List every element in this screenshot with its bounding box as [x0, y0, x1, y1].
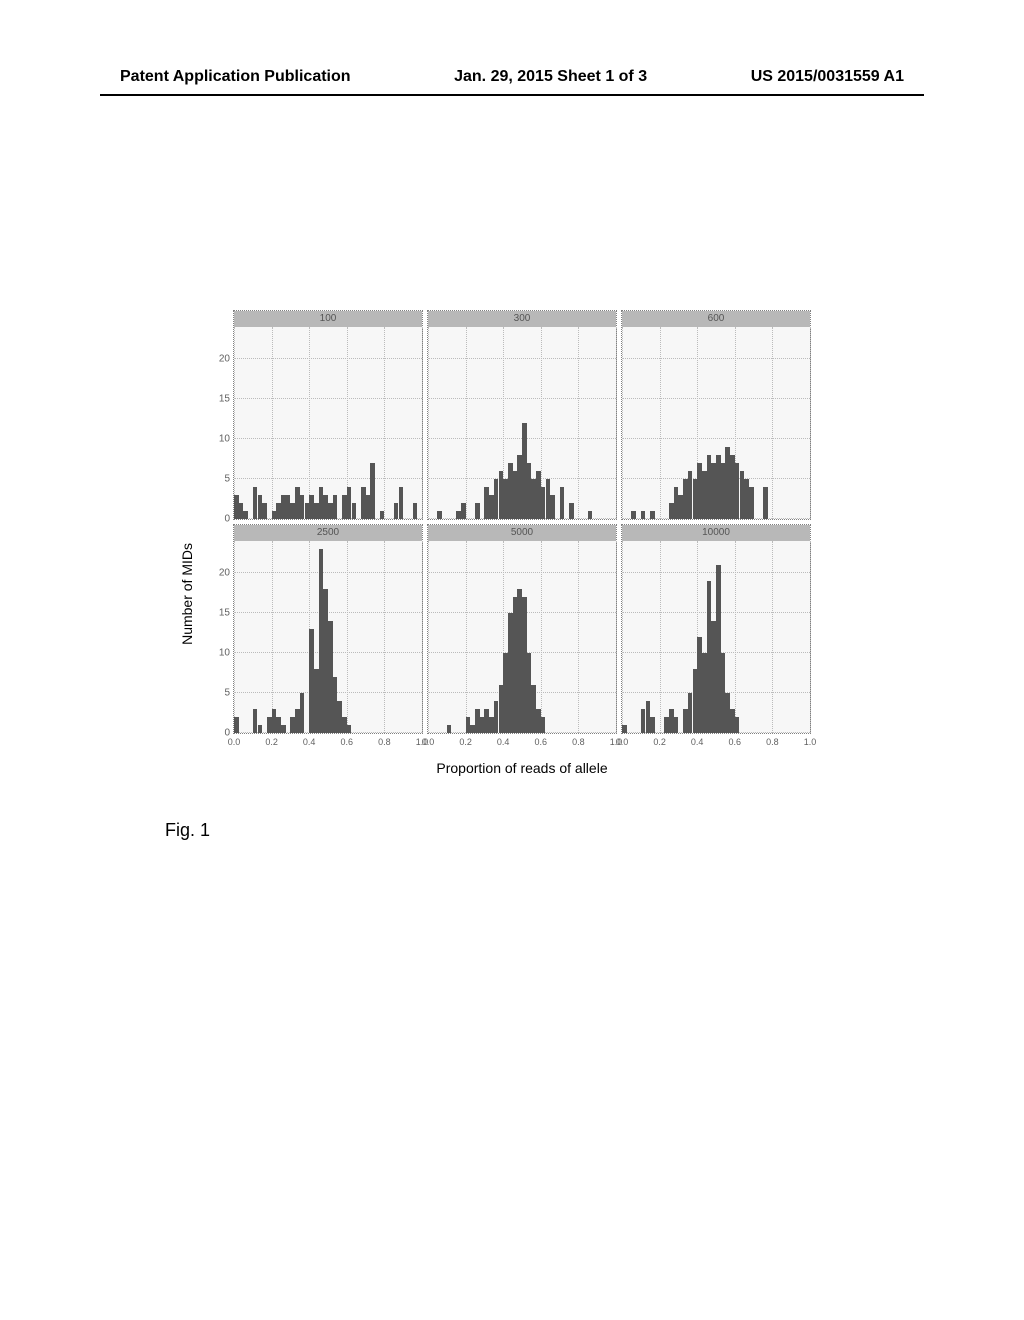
x-axis-label: Proportion of reads of allele [233, 760, 811, 776]
y-axis-label: Number of MIDs [179, 543, 195, 645]
x-tick: 0.2 [265, 737, 278, 747]
gridline [422, 541, 423, 733]
chart-panel: 100000.00.20.40.60.81.0 [621, 524, 811, 734]
x-tick: 0.6 [341, 737, 354, 747]
chart-panel: 10005101520 [233, 310, 423, 520]
bar [333, 495, 338, 519]
bars [234, 541, 422, 733]
bar [461, 503, 466, 519]
bar [413, 503, 418, 519]
bars [234, 327, 422, 519]
bar [550, 495, 555, 519]
chart-panel: 300 [427, 310, 617, 520]
bar [352, 503, 357, 519]
header-rule [100, 94, 924, 96]
bar [763, 487, 768, 519]
bar [641, 511, 646, 519]
gridline [810, 541, 811, 733]
bar [631, 511, 636, 519]
y-tick: 10 [219, 648, 230, 659]
x-tick: 0.6 [729, 737, 742, 747]
x-tick: 0.0 [422, 737, 435, 747]
plot-area: 051015200.00.20.40.60.81.0 [234, 541, 422, 733]
bar [380, 511, 385, 519]
bars [428, 541, 616, 733]
panel-title: 100 [234, 311, 422, 328]
y-tick: 20 [219, 568, 230, 579]
bar [347, 725, 352, 733]
x-tick: 0.8 [572, 737, 585, 747]
panel-grid: 100051015203006002500051015200.00.20.40.… [233, 310, 810, 734]
bar [674, 717, 679, 733]
panel-title: 300 [428, 311, 616, 328]
y-tick: 5 [224, 474, 230, 485]
bar [262, 503, 267, 519]
bar [569, 503, 574, 519]
plot-area: 0.00.20.40.60.81.0 [428, 541, 616, 733]
y-tick: 15 [219, 394, 230, 405]
bar [370, 463, 375, 519]
bar [243, 511, 248, 519]
gridline [616, 541, 617, 733]
bar [437, 511, 442, 519]
bar [541, 717, 546, 733]
figure: Number of MIDs 1000510152030060025000510… [195, 310, 810, 776]
chart-panel: 50000.00.20.40.60.81.0 [427, 524, 617, 734]
bar [749, 487, 754, 519]
bar [735, 717, 740, 733]
gridline [616, 327, 617, 519]
panel-title: 2500 [234, 525, 422, 542]
chart-panel: 2500051015200.00.20.40.60.81.0 [233, 524, 423, 734]
bars [428, 327, 616, 519]
bars [622, 327, 810, 519]
figure-caption: Fig. 1 [165, 820, 210, 841]
plot-area [622, 327, 810, 519]
x-tick: 0.2 [459, 737, 472, 747]
x-tick: 0.4 [691, 737, 704, 747]
x-tick: 1.0 [804, 737, 817, 747]
bar [588, 511, 593, 519]
bar [447, 725, 452, 733]
y-tick: 0 [224, 514, 230, 525]
bars [622, 541, 810, 733]
header-center: Jan. 29, 2015 Sheet 1 of 3 [454, 68, 647, 86]
bar [622, 725, 627, 733]
plot-area: 0.00.20.40.60.81.0 [622, 541, 810, 733]
gridline [422, 327, 423, 519]
panel-title: 5000 [428, 525, 616, 542]
x-tick: 0.0 [228, 737, 241, 747]
bar [650, 717, 655, 733]
bar [234, 717, 239, 733]
bar [300, 693, 305, 733]
x-tick: 0.0 [616, 737, 629, 747]
plot-area: 05101520 [234, 327, 422, 519]
gridline [810, 327, 811, 519]
x-tick: 0.4 [497, 737, 510, 747]
panel-title: 600 [622, 311, 810, 328]
page-header: Patent Application Publication Jan. 29, … [0, 68, 1024, 86]
x-tick: 0.2 [653, 737, 666, 747]
panel-title: 10000 [622, 525, 810, 542]
x-tick: 0.4 [303, 737, 316, 747]
bar [560, 487, 565, 519]
chart-panel: 600 [621, 310, 811, 520]
header-left: Patent Application Publication [120, 68, 351, 86]
bar [650, 511, 655, 519]
y-tick: 10 [219, 434, 230, 445]
header-right: US 2015/0031559 A1 [751, 68, 904, 86]
y-tick: 15 [219, 608, 230, 619]
plot-area [428, 327, 616, 519]
y-tick: 20 [219, 354, 230, 365]
x-tick: 0.8 [766, 737, 779, 747]
bar [399, 487, 404, 519]
x-tick: 0.8 [378, 737, 391, 747]
y-tick: 5 [224, 688, 230, 699]
bar [475, 503, 480, 519]
x-tick: 0.6 [535, 737, 548, 747]
bar [258, 725, 263, 733]
bar [281, 725, 286, 733]
